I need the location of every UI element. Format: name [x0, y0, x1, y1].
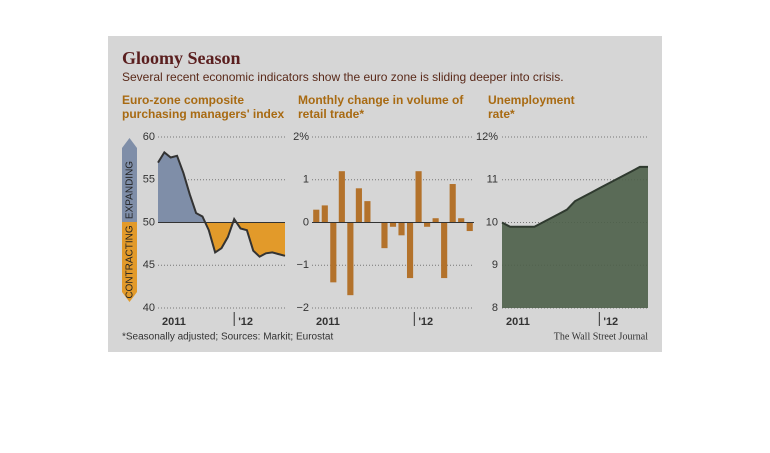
bar	[338, 171, 345, 223]
bar	[364, 201, 371, 223]
chart-title: Gloomy Season	[122, 48, 241, 68]
y-tick-label: 45	[143, 259, 155, 271]
y-tick-label: −2	[296, 302, 309, 314]
bar	[458, 218, 465, 223]
y-tick-label: 60	[143, 131, 155, 143]
x-tick-label: '12	[238, 316, 253, 328]
panel-title: Monthly change in volume of	[298, 93, 464, 107]
annotation: EXPANDING	[125, 161, 136, 219]
bar	[449, 184, 456, 223]
x-tick-label: 2011	[316, 316, 340, 328]
x-tick-label: 2011	[506, 316, 530, 328]
chart-subtitle: Several recent economic indicators show …	[122, 70, 564, 84]
y-tick-label: −1	[296, 259, 309, 271]
bar	[355, 188, 362, 223]
bar	[406, 222, 414, 279]
y-tick-label: 0	[303, 216, 309, 228]
bar	[424, 222, 431, 227]
bar	[347, 222, 354, 296]
panel-title: purchasing managers' index	[122, 107, 285, 121]
x-tick-label: '12	[603, 316, 618, 328]
bar	[432, 218, 439, 223]
source: The Wall Street Journal	[554, 331, 648, 342]
y-tick-label: 11	[487, 174, 498, 186]
bar	[381, 222, 388, 249]
y-tick-label: 12%	[476, 131, 498, 143]
y-tick-label: 40	[143, 302, 155, 314]
y-tick-label: 9	[492, 259, 498, 271]
contracting-arrow	[122, 222, 137, 302]
y-tick-label: 50	[143, 216, 155, 228]
y-tick-label: 1	[303, 174, 309, 186]
expanding-arrow	[122, 138, 137, 222]
bar	[389, 222, 397, 227]
bar	[330, 222, 337, 283]
y-tick-label: 10	[486, 216, 498, 228]
area	[502, 166, 648, 308]
y-tick-label: 8	[492, 302, 498, 314]
area-above	[158, 152, 285, 223]
y-tick-label: 55	[143, 174, 155, 186]
panel-title: rate*	[488, 107, 515, 121]
panel-title: Unemployment	[488, 93, 575, 107]
bar	[321, 205, 328, 223]
annotation: CONTRACTING	[125, 225, 136, 299]
bar	[441, 222, 448, 279]
bar	[313, 209, 320, 223]
bar	[398, 222, 405, 236]
line	[501, 165, 648, 228]
x-tick-label: '12	[418, 316, 433, 328]
panel-title: Euro-zone composite	[122, 93, 244, 107]
panel-title: retail trade*	[298, 107, 364, 121]
bar	[466, 222, 473, 232]
x-tick-label: 2011	[162, 316, 186, 328]
line	[157, 150, 286, 258]
y-tick-label: 2%	[293, 131, 309, 143]
bar	[415, 171, 422, 223]
footnote: *Seasonally adjusted; Sources: Markit; E…	[122, 332, 333, 343]
